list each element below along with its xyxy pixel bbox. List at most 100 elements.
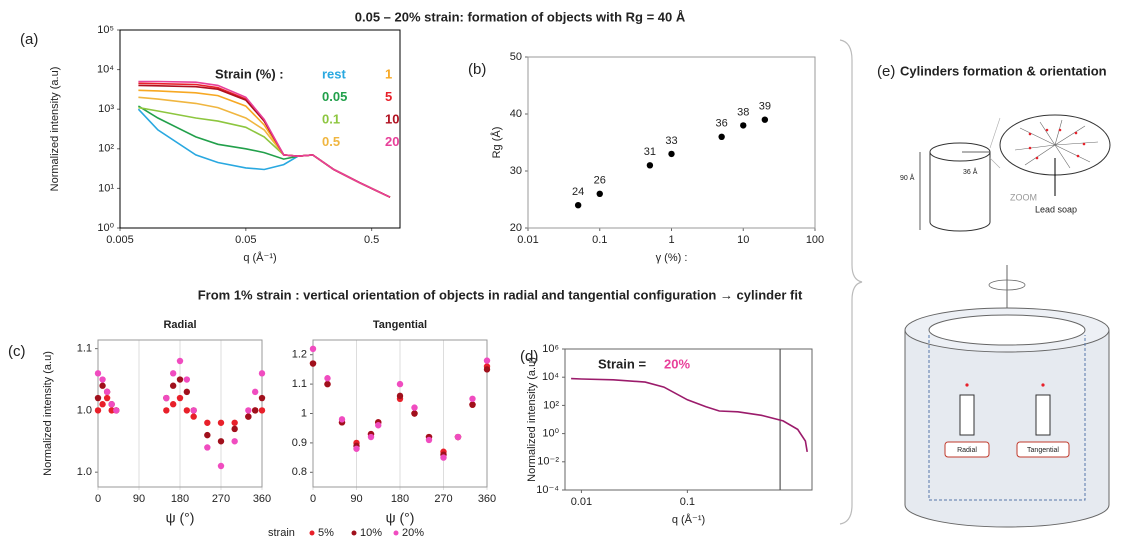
series-line bbox=[138, 96, 391, 198]
x-tick-label: 0.1 bbox=[592, 234, 607, 246]
y-tick-label: 1.0 bbox=[77, 404, 92, 416]
panel-label: (e) bbox=[877, 63, 895, 80]
y-axis-label: Rg (Å) bbox=[490, 127, 503, 159]
panel-label: (a) bbox=[20, 31, 38, 48]
y-tick-label: 50 bbox=[510, 51, 522, 63]
point bbox=[396, 380, 404, 388]
y-tick-label: 40 bbox=[510, 108, 522, 120]
point bbox=[231, 425, 238, 433]
point bbox=[183, 407, 191, 414]
point bbox=[190, 413, 197, 420]
point bbox=[169, 382, 177, 389]
data-label: 33 bbox=[665, 135, 677, 147]
lead-soap-label: Lead soap bbox=[1035, 204, 1077, 214]
point bbox=[761, 116, 769, 123]
point bbox=[108, 407, 115, 414]
panel-label: (d) bbox=[520, 348, 538, 365]
x-tick-label: 0 bbox=[95, 493, 101, 505]
point bbox=[245, 407, 252, 414]
point bbox=[258, 394, 266, 402]
point bbox=[169, 370, 177, 377]
panel-title: Radial bbox=[163, 319, 196, 331]
point bbox=[176, 376, 184, 383]
x-tick-label: 90 bbox=[133, 493, 145, 505]
point bbox=[231, 419, 238, 426]
y-tick-label: 1.1 bbox=[292, 378, 307, 390]
legend-entry: 5 bbox=[385, 89, 392, 104]
point bbox=[454, 433, 462, 441]
inner-outline bbox=[928, 335, 1086, 501]
figure-title: 0.05 – 20% strain: formation of objects … bbox=[355, 9, 686, 24]
zoom-line bbox=[989, 117, 1001, 149]
small-cylinder bbox=[1035, 394, 1051, 436]
series-line bbox=[138, 80, 391, 198]
point bbox=[469, 395, 476, 402]
y-tick-label: 10⁰ bbox=[97, 222, 114, 234]
diameter-label: 36 Å bbox=[963, 167, 978, 176]
panel-label: (b) bbox=[468, 61, 486, 78]
x-tick-label: 0.01 bbox=[517, 234, 538, 246]
tangential-label: Tangential bbox=[1027, 447, 1059, 454]
x-tick-label: 180 bbox=[171, 493, 189, 505]
point bbox=[396, 392, 404, 400]
x-axis-label: γ (%) : bbox=[656, 252, 688, 264]
x-tick-label: 180 bbox=[391, 493, 409, 505]
point bbox=[99, 376, 106, 383]
outer-cylinder bbox=[904, 330, 1110, 528]
x-tick-label: 270 bbox=[212, 493, 230, 505]
point bbox=[99, 382, 106, 389]
point bbox=[176, 394, 184, 402]
x-axis-label: q (Å⁻¹) bbox=[672, 513, 705, 526]
point bbox=[251, 388, 259, 396]
y-axis-label: Normalized intensity (a.u) bbox=[526, 357, 538, 482]
point bbox=[425, 436, 433, 444]
label-box bbox=[944, 441, 990, 458]
annotation: Strain = bbox=[598, 356, 646, 371]
x-tick-label: 10 bbox=[737, 234, 749, 246]
point bbox=[108, 401, 115, 408]
x-tick-label: 270 bbox=[434, 493, 452, 505]
series-line bbox=[571, 377, 808, 453]
panel-e: (e) Cylinders formation & orientation 36… bbox=[877, 63, 1111, 528]
y-tick-label: 20 bbox=[510, 222, 522, 234]
point bbox=[103, 394, 111, 402]
point bbox=[740, 122, 747, 129]
point bbox=[411, 404, 418, 411]
y-tick-label: 30 bbox=[510, 165, 522, 177]
y-tick-label: 10⁵ bbox=[97, 24, 114, 36]
point bbox=[204, 419, 211, 426]
point bbox=[718, 133, 725, 140]
point bbox=[245, 413, 252, 420]
legend-entry: rest bbox=[322, 66, 347, 81]
point bbox=[163, 394, 170, 402]
point bbox=[103, 388, 111, 396]
x-tick-label: 0.01 bbox=[571, 496, 592, 508]
legend-entry: 0.5 bbox=[322, 134, 340, 149]
point bbox=[183, 376, 191, 383]
y-tick-label: 10⁻⁴ bbox=[536, 484, 559, 496]
y-tick-label: 0.9 bbox=[292, 437, 307, 449]
x-tick-label: 360 bbox=[253, 493, 271, 505]
x-tick-label: 0.05 bbox=[235, 234, 256, 246]
inner-top bbox=[928, 314, 1086, 346]
x-axis-label: q (Å⁻¹) bbox=[243, 251, 276, 264]
point bbox=[483, 357, 491, 364]
point bbox=[163, 407, 170, 414]
panel-label: (c) bbox=[8, 343, 26, 360]
y-tick-label: 1.1 bbox=[77, 343, 92, 355]
point bbox=[94, 370, 102, 377]
point bbox=[190, 407, 197, 414]
data-label: 26 bbox=[594, 175, 606, 187]
point bbox=[99, 401, 106, 408]
point bbox=[574, 202, 582, 209]
point bbox=[258, 407, 266, 414]
zoom-label: ZOOM bbox=[1010, 192, 1037, 202]
series-line bbox=[138, 89, 391, 198]
legend-entry: 0.05 bbox=[322, 89, 347, 104]
data-label: 31 bbox=[644, 146, 656, 158]
point bbox=[169, 401, 177, 408]
lead-atoms bbox=[1028, 128, 1086, 160]
legend-entry: 1 bbox=[385, 66, 392, 81]
point bbox=[668, 150, 675, 158]
